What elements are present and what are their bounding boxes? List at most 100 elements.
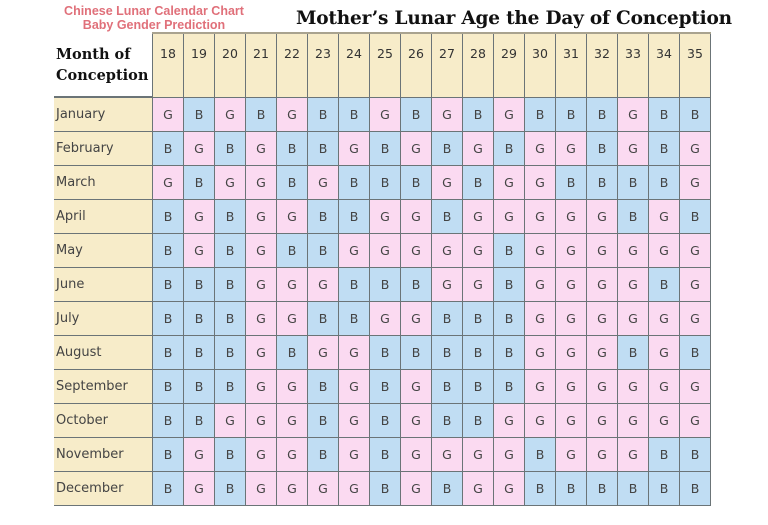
boy-cell: B (307, 301, 339, 336)
age-column-header: 33 (617, 32, 649, 98)
boy-cell: B (276, 131, 308, 166)
girl-cell: G (679, 131, 711, 166)
girl-cell: G (524, 165, 556, 200)
girl-cell: G (462, 437, 494, 472)
boy-cell: B (152, 437, 184, 472)
boy-cell: B (648, 165, 680, 200)
boy-cell: B (679, 199, 711, 234)
age-column-header: 27 (431, 32, 463, 98)
girl-cell: G (276, 301, 308, 336)
age-column-header: 34 (648, 32, 680, 98)
boy-cell: B (214, 267, 246, 302)
boy-cell: B (152, 233, 184, 268)
boy-cell: B (586, 131, 618, 166)
boy-cell: B (431, 369, 463, 404)
girl-cell: G (369, 301, 401, 336)
girl-cell: G (493, 403, 525, 438)
girl-cell: G (338, 369, 370, 404)
girl-cell: G (524, 131, 556, 166)
boy-cell: B (152, 369, 184, 404)
month-label: June (54, 267, 153, 302)
girl-cell: G (183, 233, 215, 268)
boy-cell: B (431, 335, 463, 370)
girl-cell: G (493, 199, 525, 234)
boy-cell: B (338, 199, 370, 234)
girl-cell: G (276, 199, 308, 234)
month-rows: January G B G B G B B G B G B G B B B G B B February B G B G B B G… (54, 96, 711, 506)
boy-cell: B (617, 199, 649, 234)
boy-cell: B (400, 335, 432, 370)
month-label: April (54, 199, 153, 234)
boy-cell: B (307, 199, 339, 234)
girl-cell: G (400, 471, 432, 506)
boy-cell: B (493, 233, 525, 268)
girl-cell: G (338, 437, 370, 472)
month-of-conception-header: Month of Conception (54, 33, 153, 98)
girl-cell: G (462, 471, 494, 506)
girl-cell: G (245, 131, 277, 166)
corner-label-line1: Month of (56, 45, 131, 63)
girl-cell: G (338, 403, 370, 438)
girl-cell: G (555, 199, 587, 234)
girl-cell: G (400, 131, 432, 166)
boy-cell: B (555, 471, 587, 506)
boy-cell: B (648, 131, 680, 166)
boy-cell: B (586, 471, 618, 506)
girl-cell: G (555, 437, 587, 472)
boy-cell: B (648, 96, 680, 132)
girl-cell: G (555, 335, 587, 370)
boy-cell: B (462, 96, 494, 132)
girl-cell: G (183, 437, 215, 472)
girl-cell: G (245, 369, 277, 404)
girl-cell: G (338, 131, 370, 166)
table-row: February B G B G B B G B G B G B G G B G B G (54, 131, 711, 166)
girl-cell: G (679, 403, 711, 438)
boy-cell: B (214, 437, 246, 472)
girl-cell: G (152, 96, 184, 132)
age-column-header: 35 (679, 32, 711, 98)
girl-cell: G (245, 233, 277, 268)
girl-cell: G (493, 96, 525, 132)
month-label: May (54, 233, 153, 268)
girl-cell: G (462, 233, 494, 268)
boy-cell: B (648, 471, 680, 506)
boy-cell: B (462, 335, 494, 370)
boy-cell: B (400, 165, 432, 200)
girl-cell: G (400, 233, 432, 268)
boy-cell: B (183, 267, 215, 302)
boy-cell: B (338, 267, 370, 302)
age-column-header: 22 (276, 32, 308, 98)
boy-cell: B (152, 471, 184, 506)
girl-cell: G (586, 301, 618, 336)
girl-cell: G (586, 437, 618, 472)
boy-cell: B (152, 131, 184, 166)
boy-cell: B (555, 96, 587, 132)
girl-cell: G (524, 233, 556, 268)
girl-cell: G (338, 335, 370, 370)
girl-cell: G (400, 403, 432, 438)
girl-cell: G (462, 199, 494, 234)
chart-subtitle-line1: Chinese Lunar Calendar Chart (64, 4, 244, 18)
boy-cell: B (214, 301, 246, 336)
boy-cell: B (214, 369, 246, 404)
girl-cell: G (369, 96, 401, 132)
boy-cell: B (555, 165, 587, 200)
lunar-calendar-grid: Month of Conception 18 19 20 21 22 23 24 25 26 27… (54, 32, 711, 506)
girl-cell: G (524, 403, 556, 438)
girl-cell: G (524, 335, 556, 370)
boy-cell: B (214, 335, 246, 370)
boy-cell: B (679, 471, 711, 506)
boy-cell: B (214, 131, 246, 166)
age-column-header: 23 (307, 32, 339, 98)
girl-cell: G (617, 403, 649, 438)
girl-cell: G (493, 165, 525, 200)
boy-cell: B (524, 96, 556, 132)
girl-cell: G (431, 267, 463, 302)
corner-label-line2: Conception (56, 66, 149, 84)
table-row: August B B B G B G G B B B B B G G G B G B (54, 335, 711, 370)
girl-cell: G (555, 131, 587, 166)
month-label: November (54, 437, 153, 472)
table-row: March G B G G B G B B B G B G G B B B B G (54, 165, 711, 200)
table-row: September B B B G G B G B G B B B G G G G G G (54, 369, 711, 404)
boy-cell: B (245, 96, 277, 132)
